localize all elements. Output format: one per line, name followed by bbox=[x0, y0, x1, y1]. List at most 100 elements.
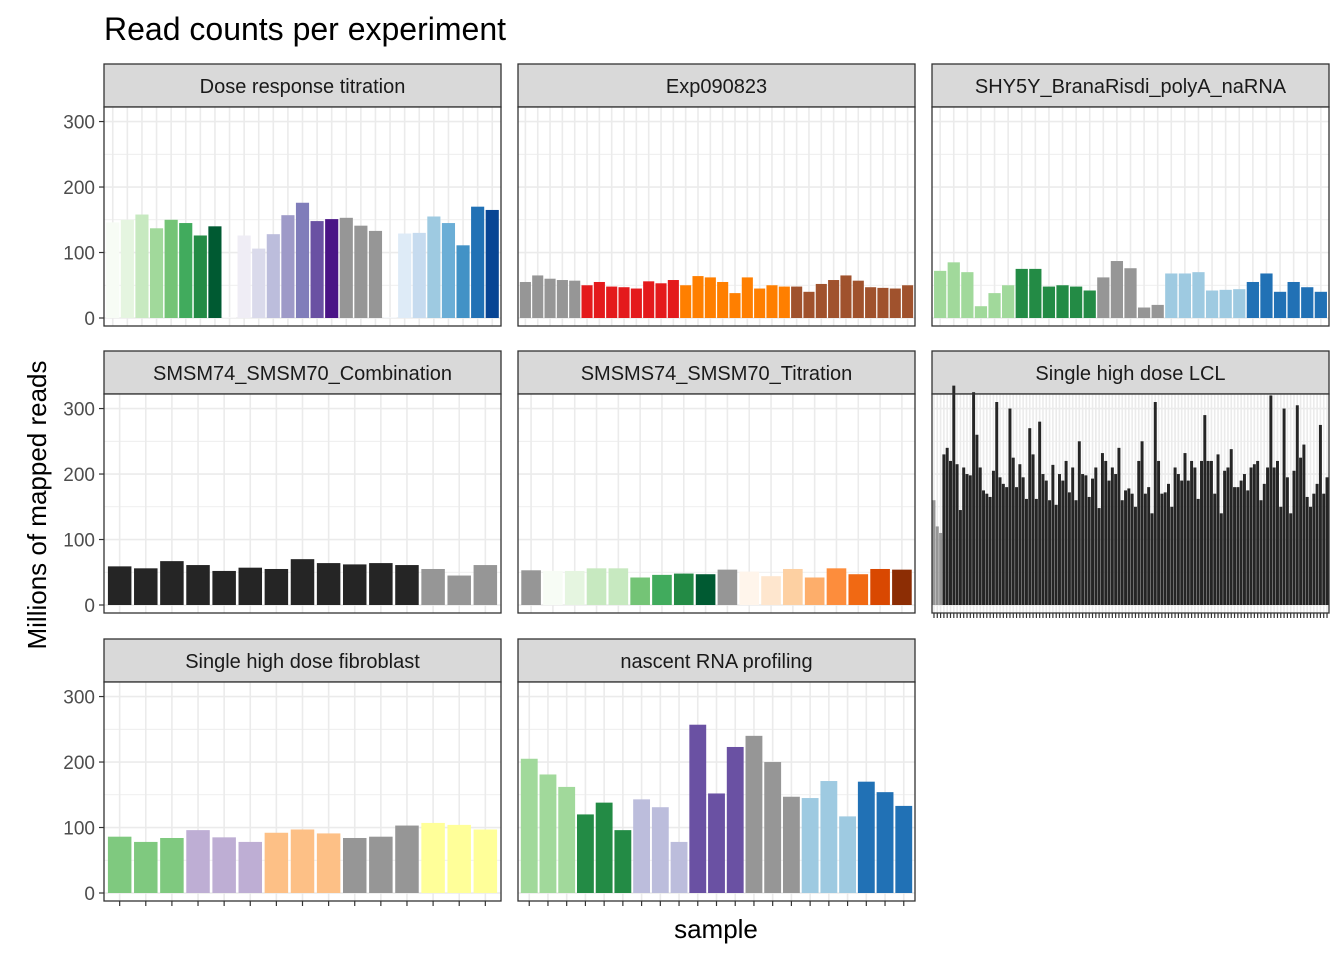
bar bbox=[238, 841, 263, 893]
bar bbox=[1273, 291, 1287, 318]
bar bbox=[651, 807, 669, 893]
bar bbox=[1252, 464, 1256, 605]
bar bbox=[441, 223, 456, 318]
bar bbox=[1034, 498, 1038, 605]
y-tick-label: 200 bbox=[63, 753, 95, 774]
bar bbox=[1165, 273, 1178, 318]
bars bbox=[106, 202, 499, 318]
bar bbox=[1279, 506, 1283, 605]
bar bbox=[316, 833, 341, 893]
bar bbox=[569, 280, 581, 318]
bar bbox=[1266, 467, 1270, 605]
facet-exp090823: Exp090823 bbox=[517, 63, 916, 327]
bar bbox=[988, 293, 1001, 318]
bar bbox=[208, 226, 222, 318]
bar bbox=[892, 569, 912, 605]
y-tick-label: 300 bbox=[63, 688, 95, 709]
bar bbox=[614, 830, 632, 893]
bar bbox=[395, 565, 419, 605]
bar bbox=[290, 559, 315, 605]
bar bbox=[456, 245, 470, 318]
bars bbox=[934, 261, 1327, 318]
bar bbox=[1137, 460, 1141, 605]
facet-strip-label: nascent RNA profiling bbox=[620, 651, 812, 673]
bar bbox=[485, 209, 499, 318]
x-axis-title: sample bbox=[674, 914, 758, 944]
bar bbox=[1282, 408, 1286, 605]
bar bbox=[1011, 457, 1015, 605]
bar bbox=[427, 216, 441, 318]
facet-strip-label: SMSMS74_SMSM70_Titration bbox=[581, 363, 853, 385]
bar bbox=[998, 477, 1002, 605]
bar bbox=[1173, 467, 1177, 605]
facet-strip-label: Single high dose LCL bbox=[1035, 363, 1225, 385]
gridlines bbox=[518, 394, 915, 613]
bar bbox=[1216, 454, 1220, 605]
bar bbox=[1051, 464, 1055, 605]
bar bbox=[1038, 421, 1042, 605]
facet-strip-label: SHY5Y_BranaRisdi_polyA_naRNA bbox=[975, 76, 1287, 98]
bar bbox=[934, 270, 947, 318]
panel-border bbox=[517, 106, 916, 327]
bar bbox=[670, 841, 688, 893]
bar bbox=[606, 286, 618, 318]
bar bbox=[1015, 268, 1028, 318]
bar bbox=[1242, 474, 1246, 605]
bars bbox=[519, 275, 914, 318]
bar bbox=[222, 317, 237, 318]
bar bbox=[1015, 487, 1019, 605]
bar bbox=[1262, 483, 1266, 605]
bar bbox=[193, 235, 207, 318]
bar bbox=[1213, 493, 1217, 605]
bar bbox=[1143, 493, 1147, 605]
bar bbox=[1130, 493, 1134, 605]
bars bbox=[521, 568, 912, 605]
bar bbox=[1069, 286, 1083, 318]
bar bbox=[1133, 506, 1137, 605]
bar bbox=[1205, 290, 1219, 318]
bar bbox=[1067, 492, 1071, 605]
bar bbox=[179, 223, 193, 318]
bar bbox=[902, 285, 914, 318]
bar bbox=[1325, 477, 1329, 605]
bar bbox=[290, 829, 315, 893]
bar bbox=[564, 570, 585, 605]
bar bbox=[630, 577, 650, 605]
y-tick-label: 200 bbox=[63, 178, 95, 199]
bar bbox=[586, 568, 607, 605]
bar bbox=[238, 567, 263, 605]
y-tick-label: 300 bbox=[63, 400, 95, 421]
bar bbox=[1178, 273, 1192, 318]
bar bbox=[942, 454, 946, 605]
bar bbox=[1081, 474, 1085, 605]
bar bbox=[1186, 480, 1190, 605]
bar bbox=[1272, 467, 1276, 605]
bar bbox=[186, 565, 210, 605]
panel-border bbox=[517, 393, 916, 614]
facet-shy5y-branarisdi-polya-narna: SHY5Y_BranaRisdi_polyA_naRNA bbox=[931, 63, 1330, 327]
bar bbox=[1292, 470, 1296, 605]
bar bbox=[1312, 493, 1316, 605]
bar bbox=[1301, 287, 1314, 318]
bar bbox=[539, 774, 557, 893]
bar bbox=[877, 287, 889, 318]
bar bbox=[395, 825, 419, 893]
bar bbox=[1170, 506, 1174, 605]
bar bbox=[1005, 487, 1009, 605]
bar bbox=[1127, 488, 1131, 605]
bar bbox=[1236, 487, 1240, 605]
bar bbox=[1087, 496, 1091, 605]
bar bbox=[726, 746, 744, 893]
bar bbox=[1140, 441, 1144, 605]
bar bbox=[655, 283, 667, 318]
bar bbox=[1239, 480, 1243, 605]
bar bbox=[1203, 415, 1207, 605]
bar bbox=[447, 575, 471, 605]
bar bbox=[1309, 506, 1312, 605]
bar bbox=[673, 573, 694, 605]
bar bbox=[947, 262, 960, 318]
bar bbox=[1223, 470, 1227, 605]
bars bbox=[932, 385, 1329, 605]
bar bbox=[1028, 428, 1032, 605]
bar bbox=[1299, 457, 1303, 605]
